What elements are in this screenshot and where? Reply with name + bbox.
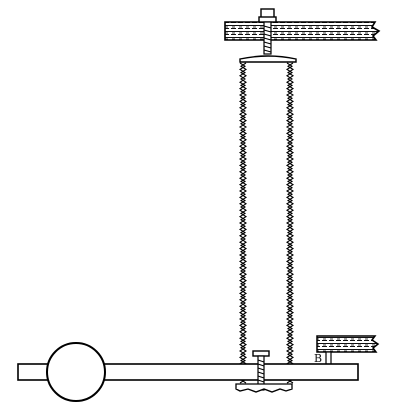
bottom-base-plate	[235, 383, 293, 393]
top-screw	[258, 8, 277, 55]
label-b: B	[314, 352, 322, 365]
bellows-wall	[239, 62, 248, 384]
bottom-screw	[252, 350, 270, 391]
corrugated-bellows	[238, 62, 295, 384]
top-cap-plate	[239, 55, 297, 63]
lower-wooden-bracket: B	[314, 335, 380, 367]
upper-wooden-beam	[224, 21, 381, 41]
bellows-wall	[286, 62, 295, 384]
glass-bulb	[46, 342, 106, 402]
